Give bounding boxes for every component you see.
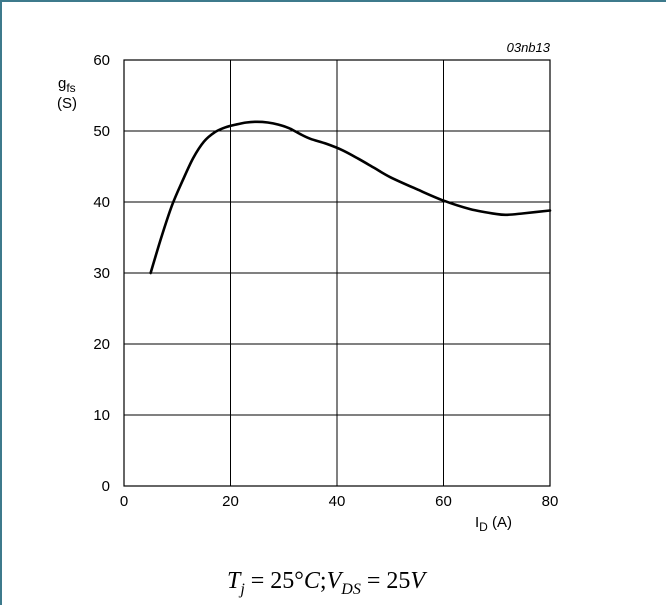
figure-code: 03nb13: [507, 40, 551, 55]
x-tick-label: 40: [329, 493, 346, 510]
series-line: [149, 120, 552, 275]
grid: [124, 60, 550, 486]
y-tick-label: 30: [93, 265, 110, 282]
plot-border: [123, 59, 551, 487]
test-conditions: Tj = 25°C;VDS = 25V: [227, 568, 427, 598]
x-tick-label: 20: [222, 493, 239, 510]
y-tick-label: 10: [93, 407, 110, 424]
x-axis-label: ID (A): [475, 514, 512, 534]
y-tick-label: 0: [102, 478, 110, 495]
y-axis-label: gfs: [58, 75, 76, 95]
x-tick-label: 80: [542, 493, 559, 510]
y-axis-unit: (S): [57, 95, 77, 112]
y-tick-label: 50: [93, 123, 110, 140]
y-tick-label: 20: [93, 336, 110, 353]
y-tick-label: 60: [93, 52, 110, 69]
x-tick-label: 0: [120, 493, 128, 510]
tick-labels: 0 20 40 60 80 0 10 20 30 40 50 60: [93, 52, 558, 510]
x-tick-label: 60: [435, 493, 452, 510]
y-tick-label: 40: [93, 194, 110, 211]
